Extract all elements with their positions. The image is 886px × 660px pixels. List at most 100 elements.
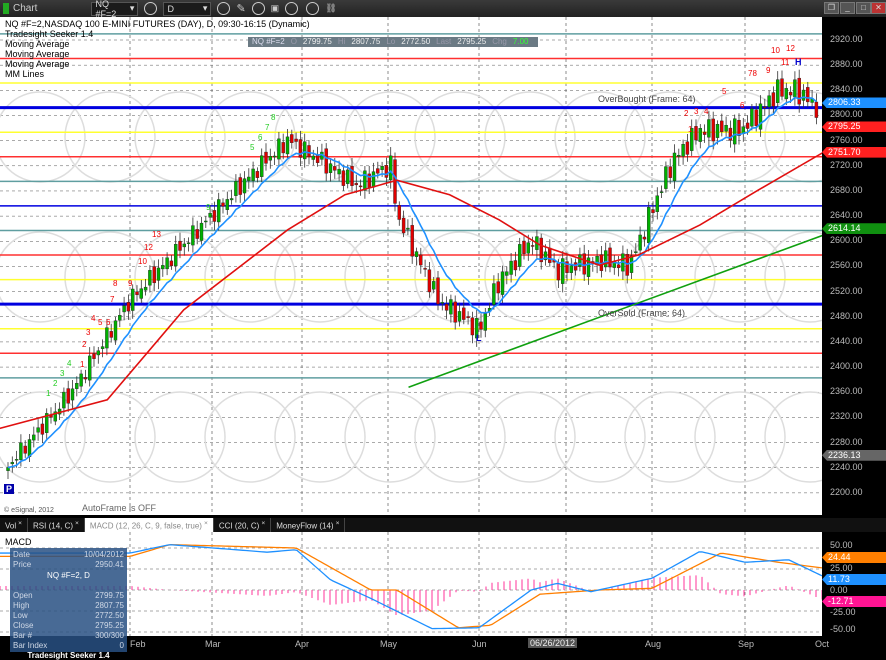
long-moving-average — [408, 234, 822, 388]
candle-body — [337, 168, 341, 175]
candle-body — [681, 144, 685, 157]
interval-select[interactable]: D ▾ — [163, 1, 212, 16]
seeker-count-label: 3 — [86, 328, 91, 337]
candle-body — [130, 288, 135, 311]
refresh-icon[interactable] — [251, 2, 265, 15]
macd-panel[interactable]: MACD — [0, 532, 822, 636]
candle-body — [453, 301, 457, 323]
candle-body — [19, 442, 23, 460]
background-circle — [414, 391, 506, 483]
maximize-button[interactable]: □ — [856, 2, 871, 14]
candle-body — [23, 445, 27, 454]
background-circle — [0, 91, 86, 183]
seeker-count-label: 6 — [740, 101, 745, 110]
candle-body — [341, 170, 346, 186]
candle-body — [173, 244, 178, 267]
background-circle — [554, 91, 646, 183]
screen-icon[interactable]: ▣ — [270, 3, 280, 13]
date-axis: Feb Mar Apr May Jun 06/26/2012 Aug Sep Oct — [0, 636, 886, 652]
overbought-label: OverBought (Frame: 64) — [598, 94, 696, 104]
candle-body — [363, 170, 367, 191]
close-button[interactable]: ✕ — [871, 2, 886, 14]
price-tick-label: 2480.00 — [830, 310, 863, 321]
candle-body — [264, 151, 268, 164]
seeker-count-label: 2 — [53, 379, 58, 388]
close-tab-icon[interactable]: × — [75, 520, 79, 527]
background-circle — [134, 391, 226, 483]
close-tab-icon[interactable]: × — [203, 520, 208, 527]
candle-body — [87, 355, 92, 381]
tab-macd[interactable]: MACD (12, 26, C, 9, false, true) × — [84, 518, 214, 532]
price-chart[interactable]: NQ #F=2,NASDAQ 100 E-MINI FUTURES (DAY),… — [0, 17, 822, 515]
macd-axis[interactable]: 50.00 25.00 0.00 -25.00 -50.00 24.44 11.73 -12.… — [822, 532, 886, 636]
seeker-count-label: 3 — [694, 107, 699, 116]
ohlc-high: 2807.75 — [351, 37, 381, 46]
candle-body — [384, 165, 389, 178]
tab-vol[interactable]: Vol × — [0, 518, 29, 532]
candle-body — [449, 299, 453, 315]
background-circle — [484, 91, 576, 183]
candle-body — [801, 89, 806, 101]
close-tab-icon[interactable]: × — [18, 520, 23, 527]
tab-moneyflow[interactable]: MoneyFlow (14) × — [271, 518, 346, 532]
dw-rows: Open 2799.75 High 2807.75 Low 2772.50 Close 279… — [13, 591, 124, 651]
seeker-count-label: 9 — [766, 66, 771, 75]
candle-body — [457, 311, 462, 322]
candle-body — [470, 317, 475, 336]
dw-row-price: Price 2950.41 — [13, 560, 124, 570]
price-tick-label: 2720.00 — [830, 159, 863, 170]
tab-label: Vol — [5, 521, 17, 531]
candle-body — [290, 134, 294, 143]
candle-body — [702, 131, 707, 135]
tab-label: MoneyFlow (14) — [276, 521, 334, 531]
price-tick-label: 2840.00 — [830, 84, 863, 95]
ohlc-open: 2799.75 — [302, 37, 332, 46]
price-axis[interactable]: 2920.00 2880.00 2840.00 2800.00 2760.00 2720.… — [822, 17, 886, 515]
dw-label: Date — [13, 550, 30, 559]
price-tag: 2806.33 — [822, 97, 886, 109]
tab-cci[interactable]: CCI (20, C) × — [214, 518, 272, 532]
alert-icon[interactable] — [306, 2, 320, 15]
seeker-count-label: 7 — [265, 123, 270, 132]
candle-body — [672, 152, 677, 181]
candle-body — [436, 277, 440, 305]
macd-tick-label: -50.00 — [830, 624, 856, 634]
seeker-count-label: 12 — [786, 44, 795, 53]
candle-body — [268, 156, 272, 161]
minimize-button[interactable]: _ — [840, 2, 855, 14]
background-circle — [274, 231, 366, 323]
candle-body — [139, 288, 144, 299]
tab-rsi[interactable]: RSI (14, C) × — [28, 518, 85, 532]
seeker-count-label: 8 — [113, 279, 118, 288]
candle-body — [346, 169, 350, 184]
play-icon[interactable] — [285, 2, 299, 15]
seeker-count-label: 6 — [258, 133, 263, 142]
close-tab-icon[interactable]: × — [261, 520, 266, 527]
candle-body — [260, 155, 264, 177]
background-circle — [64, 391, 156, 483]
dw-label: Close — [13, 621, 34, 630]
settings-icon[interactable] — [144, 2, 158, 15]
link-icon[interactable]: ⛓ — [325, 3, 337, 13]
symbol-select[interactable]: NQ #F=2 ▾ — [91, 0, 139, 19]
candle-body — [113, 320, 118, 341]
seeker-count-label: 7 — [110, 295, 115, 304]
seeker-count-label: 11 — [781, 58, 790, 67]
candle-body — [186, 242, 191, 244]
background-circle — [484, 391, 576, 483]
macd-tick-label: 25.00 — [830, 563, 853, 573]
clock-icon[interactable] — [217, 2, 231, 15]
candle-body — [122, 305, 126, 313]
candle-body — [238, 177, 242, 195]
candle-body — [333, 166, 337, 171]
seeker-count-label: 4 — [91, 314, 96, 323]
restore-button[interactable]: ❐ — [824, 2, 839, 14]
pencil-icon[interactable]: ✎ — [236, 3, 246, 15]
candle-body — [569, 265, 573, 273]
candle-body — [414, 251, 419, 257]
close-tab-icon[interactable]: × — [335, 520, 340, 527]
dw-row: High 2807.75 — [13, 601, 124, 611]
macd-tick-label: 0.00 — [830, 585, 848, 595]
candle-body — [509, 260, 513, 275]
seeker-count-label: 1 — [688, 125, 693, 134]
